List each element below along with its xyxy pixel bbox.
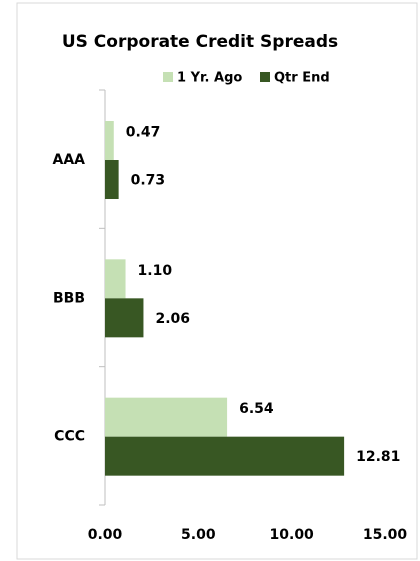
x-tick-label: 5.00 — [181, 527, 216, 543]
x-tick-label: 0.00 — [88, 527, 123, 543]
y-tick-label: AAA — [52, 152, 85, 168]
value-label: 1.10 — [138, 263, 173, 279]
bar — [105, 160, 119, 199]
bar — [105, 121, 114, 160]
bar — [105, 397, 228, 437]
legend-swatch — [260, 72, 270, 82]
bar — [105, 436, 345, 476]
chart-title: US Corporate Credit Spreads — [62, 32, 338, 52]
x-tick-label: 15.00 — [363, 527, 408, 543]
legend-label: 1 Yr. Ago — [177, 71, 242, 86]
value-label: 0.73 — [131, 173, 166, 189]
chart-frame — [16, 2, 418, 560]
x-tick-label: 10.00 — [270, 527, 315, 543]
value-label: 0.47 — [126, 125, 161, 141]
y-tick-label: BBB — [53, 290, 85, 306]
bar — [105, 298, 144, 338]
bar — [105, 259, 126, 299]
legend-swatch — [163, 72, 173, 82]
value-label: 6.54 — [239, 401, 274, 417]
legend-label: Qtr End — [274, 71, 330, 86]
value-label: 2.06 — [155, 311, 190, 327]
value-label: 12.81 — [356, 449, 400, 465]
y-tick-label: CCC — [54, 429, 85, 445]
